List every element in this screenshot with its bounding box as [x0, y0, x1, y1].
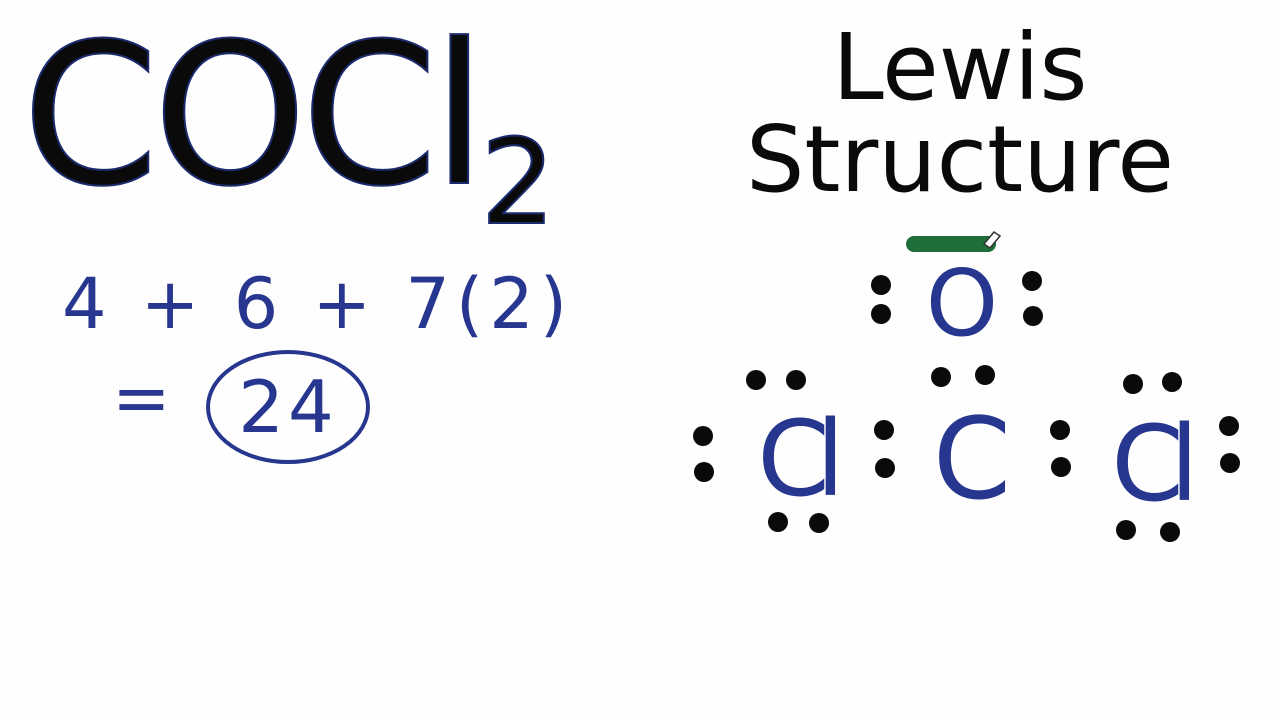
- formula-subscript: 2: [479, 113, 556, 251]
- calc-line-1: 4 + 6 + 7(2): [62, 263, 573, 345]
- electron-dot: [875, 458, 895, 478]
- electron-dot: [931, 367, 951, 387]
- electron-dots: [693, 271, 1240, 542]
- electron-dot: [694, 462, 714, 482]
- formula-base: COCl: [21, 2, 487, 230]
- atom-chlorine-right: Cl: [1111, 403, 1190, 525]
- electron-dot: [1160, 522, 1180, 542]
- heading-line-1: Lewis: [832, 14, 1088, 121]
- atom-chlorine-left: Cl: [757, 398, 836, 520]
- electron-dot: [874, 420, 894, 440]
- electron-dot: [1162, 372, 1182, 392]
- electron-dot: [871, 275, 891, 295]
- electron-dot: [1051, 457, 1071, 477]
- calc-total: 24: [238, 365, 338, 449]
- electron-dot: [786, 370, 806, 390]
- electron-dot: [1123, 374, 1143, 394]
- electron-dot: [746, 370, 766, 390]
- electron-dot: [768, 512, 788, 532]
- electron-dot: [1023, 306, 1043, 326]
- electron-dot: [1219, 416, 1239, 436]
- formula-title: COCl2: [21, 17, 557, 242]
- pen-cursor-icon: [982, 231, 1002, 249]
- highlight-stroke: [906, 236, 996, 252]
- atom-carbon: C: [933, 395, 1011, 525]
- calc-equals: =: [112, 357, 171, 439]
- atom-oxygen: O: [926, 250, 998, 357]
- lewis-structure-heading: Lewis Structure: [700, 22, 1220, 206]
- electron-dot: [871, 304, 891, 324]
- total-circle: [206, 350, 370, 464]
- electron-dot: [1050, 420, 1070, 440]
- electron-dot: [1022, 271, 1042, 291]
- electron-dot: [1116, 520, 1136, 540]
- heading-line-2: Structure: [746, 106, 1174, 213]
- electron-dot: [975, 365, 995, 385]
- electron-dot: [809, 513, 829, 533]
- electron-dot: [1220, 453, 1240, 473]
- electron-dot: [693, 426, 713, 446]
